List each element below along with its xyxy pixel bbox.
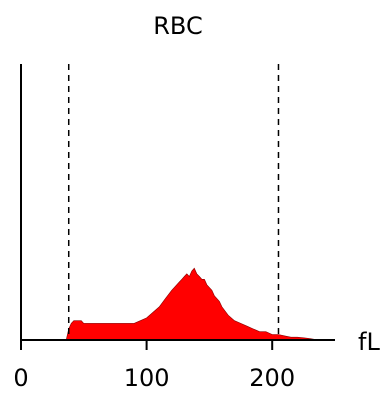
reference-lines — [67, 64, 280, 340]
x-tick-label-0: 0 — [13, 364, 28, 392]
x-axis-label: fL — [358, 328, 380, 356]
plot-area: 0 100 200 — [13, 64, 335, 392]
x-axis-ticks: 0 100 200 — [13, 340, 295, 392]
chart-title: RBC — [153, 12, 202, 40]
x-tick-label-100: 100 — [124, 364, 170, 392]
rbc-distribution-area — [65, 267, 318, 341]
x-tick-label-200: 200 — [249, 364, 295, 392]
